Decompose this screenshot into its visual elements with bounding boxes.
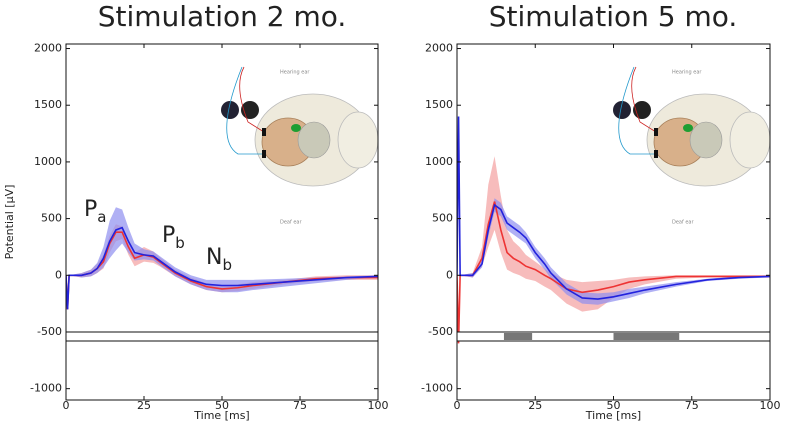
annotation-sub: a: [97, 208, 106, 226]
confidence-band: [457, 156, 770, 344]
wire-blue: [226, 66, 264, 155]
wire-red: [631, 66, 657, 133]
x-tick-label: 50: [215, 399, 229, 412]
y-tick-label: 500: [432, 212, 453, 225]
x-tick-label: 50: [607, 399, 621, 412]
inset-label: Hearing ear: [280, 70, 310, 76]
y-tick-label: 2000: [425, 42, 453, 55]
annotation-sub: b: [175, 234, 185, 252]
electrode: [654, 128, 658, 136]
skull-front: [729, 111, 771, 169]
y-tick-label: 1500: [34, 98, 62, 111]
x-tick-label: 25: [528, 399, 542, 412]
mean-line: [457, 201, 770, 344]
x-axis-label: Time [ms]: [585, 409, 641, 422]
inset-diagram: Hearing ear Deaf ear: [613, 66, 771, 226]
y-tick-label: 0: [446, 268, 453, 281]
x-tick-label: 75: [685, 399, 699, 412]
mean-line: [66, 226, 378, 310]
x-axis-label: Time [ms]: [193, 409, 249, 422]
confidence-band: [457, 116, 770, 305]
x-tick-label: 100: [368, 399, 389, 412]
brain-right: [297, 121, 331, 159]
significance-bar: [613, 333, 680, 340]
annotation-main: N: [206, 245, 222, 270]
y-tick-label: 1500: [425, 98, 453, 111]
significance-bar: [503, 333, 533, 340]
peak-annotation: Pa: [84, 197, 106, 226]
inset-label: Deaf ear: [280, 220, 302, 226]
annotation-sub: b: [222, 256, 232, 274]
nucleus: [291, 124, 301, 132]
y-tick-label: 0: [55, 268, 62, 281]
y-tick-label: 1000: [425, 155, 453, 168]
y-tick-label: 500: [41, 212, 62, 225]
x-tick-label: 75: [293, 399, 307, 412]
peak-annotation: Pb: [162, 223, 185, 252]
y-tick-label: -1000: [30, 382, 62, 395]
mean-line: [457, 116, 770, 300]
plot-area: [66, 207, 378, 310]
wire-blue: [618, 66, 656, 155]
brain-right: [689, 121, 723, 159]
y-tick-label: 1000: [34, 155, 62, 168]
wire-red: [239, 66, 265, 133]
speaker: [221, 101, 239, 119]
electrode: [262, 128, 266, 136]
x-tick-label: 0: [63, 399, 70, 412]
electrode: [262, 150, 266, 158]
x-tick-label: 25: [137, 399, 151, 412]
speaker: [613, 101, 631, 119]
chart-title: Stimulation 2 mo.: [98, 0, 347, 33]
inset-label: Deaf ear: [672, 220, 694, 226]
plot-area: [457, 116, 770, 344]
peak-annotation: Nb: [206, 245, 232, 274]
confidence-band: [66, 207, 378, 310]
x-tick-label: 0: [454, 399, 461, 412]
y-tick-label: -1000: [421, 382, 453, 395]
y-tick-label: -500: [428, 325, 453, 338]
annotation-main: P: [162, 223, 175, 248]
y-tick-label: -500: [37, 325, 62, 338]
skull-front: [337, 111, 379, 169]
nucleus: [683, 124, 693, 132]
electrode: [654, 150, 658, 158]
significance-strip: [65, 331, 379, 342]
chart-title: Stimulation 5 mo.: [489, 0, 738, 33]
annotation-main: P: [84, 197, 97, 222]
inset-diagram: Hearing ear Deaf ear: [221, 66, 379, 226]
y-tick-label: 2000: [34, 42, 62, 55]
inset-label: Hearing ear: [672, 70, 702, 76]
y-axis-label: Potential [µV]: [3, 185, 16, 260]
x-tick-label: 100: [760, 399, 781, 412]
